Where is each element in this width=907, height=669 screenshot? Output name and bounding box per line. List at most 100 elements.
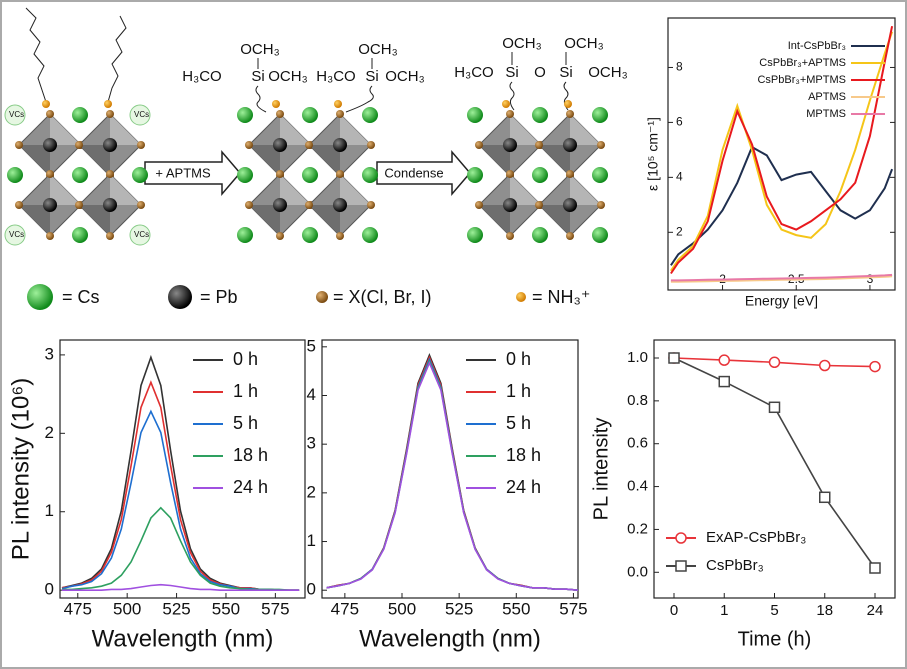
pb-atom (503, 138, 517, 152)
chem-label: OCH₃ (240, 41, 279, 58)
chem-label: H₃CO (454, 64, 493, 81)
x-tick-label: 5 (770, 602, 778, 619)
x-atom (15, 141, 23, 149)
x-atom (506, 110, 514, 118)
bonds (25, 7, 569, 113)
y-axis-label: PL intensity (590, 418, 612, 521)
y-tick-label: 0 (45, 580, 54, 599)
cs-atom (302, 107, 318, 123)
legend-label: Int-CsPbBr₃ (788, 40, 846, 52)
chart: 0 1 2 3 4 5 475 500 525 550 575 Wavelength (nm) 0 h 1… (307, 336, 588, 652)
x-tick-label: 500 (388, 599, 416, 618)
octahedron-face (19, 205, 50, 236)
chem-label: OCH₃ (502, 35, 541, 52)
pb-legend (168, 285, 192, 309)
x-axis-label: Wavelength (nm) (359, 625, 541, 652)
octahedron-face (110, 174, 141, 205)
marker (819, 359, 831, 372)
legend-marker (675, 532, 687, 544)
x-atom (46, 110, 54, 118)
cs-atom (592, 167, 608, 183)
nh3-group (42, 100, 50, 108)
y-tick-label: 8 (676, 60, 683, 74)
pb-atom (503, 198, 517, 212)
pb-atom (43, 138, 57, 152)
octahedron-face (79, 205, 110, 236)
x-tick-label: 550 (502, 599, 530, 618)
y-tick-label: 1 (45, 501, 54, 520)
cs-atom (7, 167, 23, 183)
legend-label: 0 h (233, 349, 258, 369)
plot-frame (667, 17, 896, 291)
chem-label: OCH₃ (564, 35, 603, 52)
x-atom (75, 201, 83, 209)
octahedron-face (280, 114, 311, 145)
chem-label: Si (505, 64, 518, 81)
marker (718, 354, 730, 366)
cs-atom (302, 227, 318, 243)
pb-atom (103, 198, 117, 212)
plot-area (670, 25, 894, 283)
x-tick-label: 500 (113, 599, 141, 618)
y-tick-label: 2 (307, 482, 316, 501)
octahedron-face (570, 114, 601, 145)
nh3-group (502, 100, 510, 108)
octahedron-face (19, 145, 50, 176)
x-atom (106, 232, 114, 240)
arrow-label: Condense (384, 165, 443, 180)
cs-atom (302, 167, 318, 183)
octahedron-face (280, 174, 311, 205)
x-atom (367, 201, 375, 209)
marker (819, 491, 831, 504)
y-tick-label: 0.8 (627, 392, 648, 409)
chem-label: H₃CO (182, 68, 221, 85)
x-atom (245, 141, 253, 149)
y-tick-label: 2 (676, 224, 683, 238)
octahedron-face (510, 114, 541, 145)
x-atom (566, 170, 574, 178)
vacancy (129, 104, 151, 126)
cs-atom (467, 227, 483, 243)
chem-label: H₃CO (316, 68, 355, 85)
vacancy (4, 104, 26, 126)
x-tick-label: 550 (212, 599, 240, 618)
x-atom (46, 232, 54, 240)
cs-atom (362, 227, 378, 243)
y-tick-label: 3 (307, 434, 316, 453)
pb-atom (273, 198, 287, 212)
x-axis-label: Wavelength (nm) (92, 625, 274, 652)
octahedron-face (479, 205, 510, 236)
x-atom (46, 170, 54, 178)
vacancy (129, 224, 151, 246)
x-atom (276, 110, 284, 118)
arrow-label: + APTMS (155, 165, 211, 180)
vacancy-label: VCs (9, 110, 24, 119)
pb-atom (273, 138, 287, 152)
cs-atom (467, 107, 483, 123)
y-tick-label: 4 (676, 170, 683, 184)
pb-atom (563, 198, 577, 212)
x-axis-label: Energy [eV] (745, 293, 818, 309)
pb-atom (563, 138, 577, 152)
schematic-legend-label: = X(Cl, Br, I) (333, 287, 432, 307)
arrow (144, 149, 241, 197)
chem-label: OCH₃ (588, 64, 627, 81)
y-tick-label: 0.4 (627, 478, 648, 495)
y-tick-label: 0.6 (627, 435, 648, 452)
chem-label: Si (559, 64, 572, 81)
x-atom (597, 201, 605, 209)
x-atom (305, 141, 313, 149)
legend-label: 24 h (233, 477, 268, 497)
arrow (376, 149, 471, 197)
marker (768, 356, 781, 369)
octahedron-face (309, 205, 340, 236)
y-axis-label: ε [10⁵ cm⁻¹] (645, 117, 661, 191)
chem-label: O (534, 64, 546, 81)
schematic-legend-label: = Pb (200, 287, 238, 307)
chem-label: OCH₃ (268, 68, 307, 85)
x-tick-label: 475 (331, 599, 359, 618)
x-atom (566, 110, 574, 118)
